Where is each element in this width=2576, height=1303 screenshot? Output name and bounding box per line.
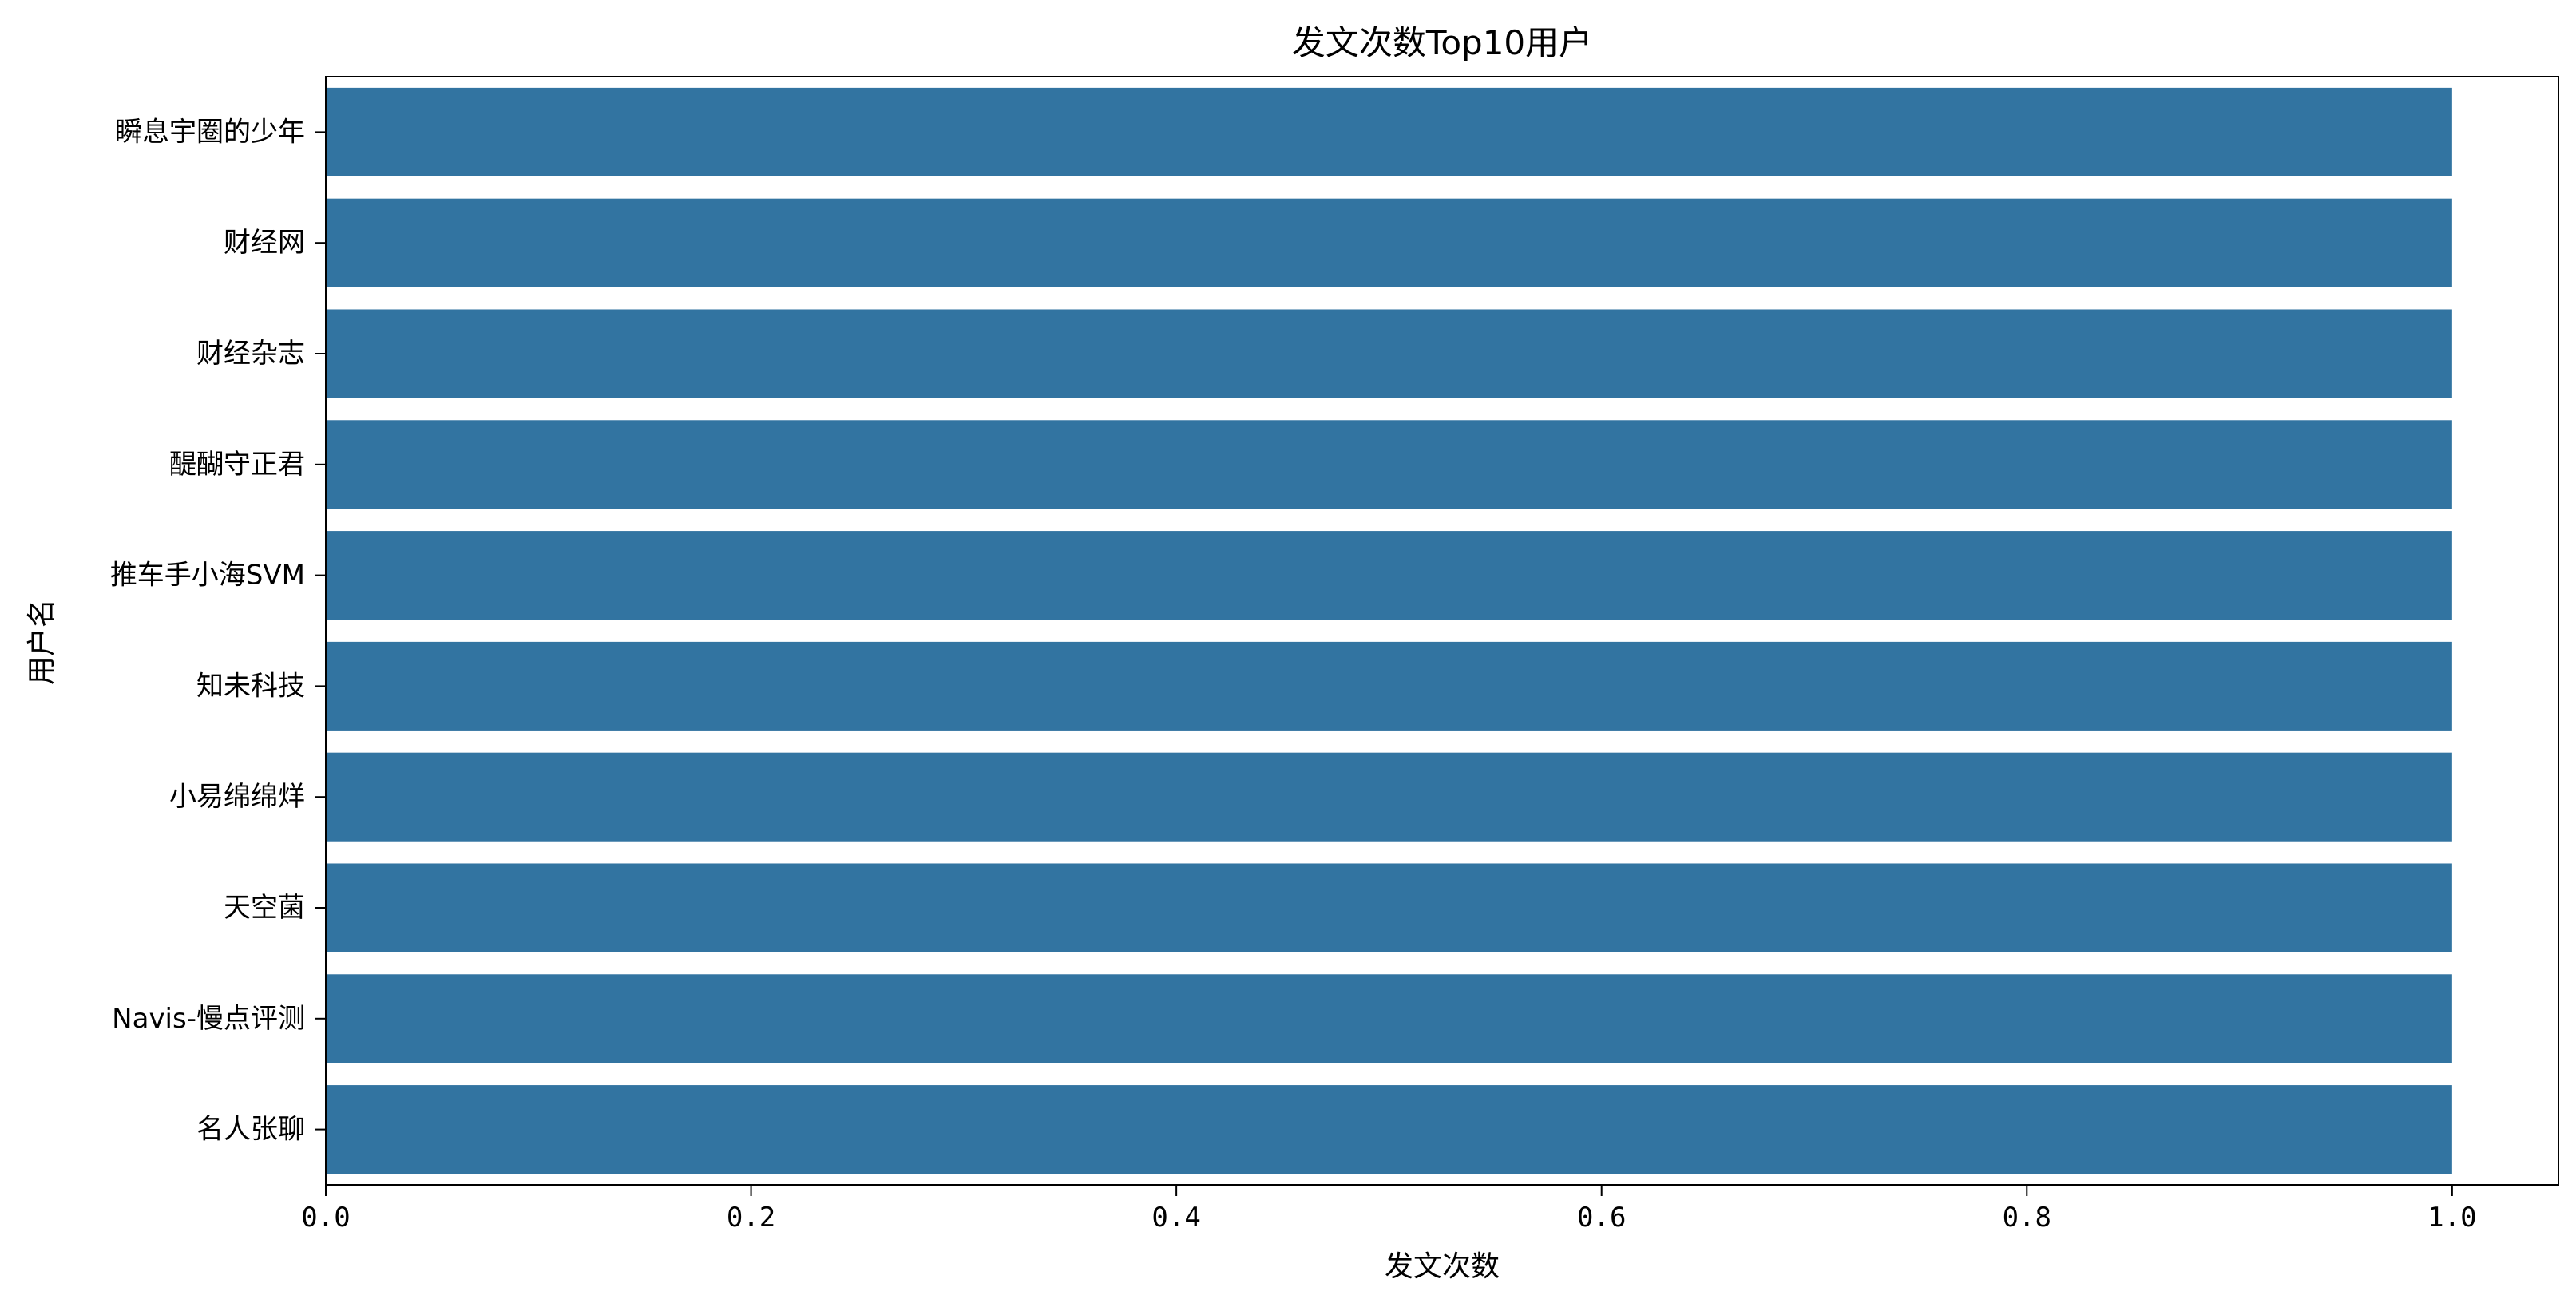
y-tick-label: 天空菌 — [224, 892, 305, 924]
bar — [326, 198, 2452, 287]
bar — [326, 863, 2452, 952]
x-tick-label: 1.0 — [2427, 1202, 2476, 1234]
bar — [326, 641, 2452, 731]
bar — [326, 752, 2452, 842]
chart-title: 发文次数Top10用户 — [1292, 23, 1592, 62]
y-tick-label: 醍醐守正君 — [169, 449, 305, 481]
y-tick-label: 知未科技 — [196, 670, 305, 702]
x-axis-label: 发文次数 — [1385, 1250, 1500, 1283]
x-tick-label: 0.8 — [2003, 1202, 2051, 1234]
plot-frame — [325, 76, 2559, 1186]
bar — [326, 974, 2452, 1063]
x-tick-label: 0.0 — [301, 1202, 350, 1234]
x-tick-label: 0.2 — [727, 1202, 775, 1234]
y-tick-label: 瞬息宇圈的少年 — [115, 116, 305, 148]
y-tick-label: 财经杂志 — [196, 338, 305, 370]
bar — [326, 1085, 2452, 1174]
bars-layer — [326, 87, 2452, 1174]
bar — [326, 87, 2452, 176]
y-tick-label: 小易绵绵烊 — [169, 781, 305, 813]
y-tick-label: 推车手小海SVM — [110, 560, 305, 592]
y-tick-label: 财经网 — [224, 227, 305, 259]
y-tick-label: Navis-慢点评测 — [112, 1003, 305, 1035]
y-axis-label: 用户名 — [26, 599, 58, 685]
x-tick-label: 0.6 — [1577, 1202, 1626, 1234]
y-tick-label: 名人张聊 — [196, 1114, 305, 1146]
x-tick-label: 0.4 — [1151, 1202, 1200, 1234]
bar — [326, 420, 2452, 509]
bar — [326, 531, 2452, 620]
bar — [326, 309, 2452, 398]
